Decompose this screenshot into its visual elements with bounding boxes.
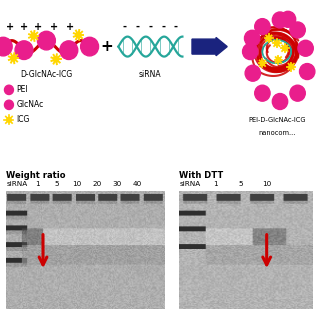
Circle shape: [255, 85, 270, 101]
Text: PEI-D-GlcNAc-ICG: PEI-D-GlcNAc-ICG: [248, 117, 306, 124]
Text: -: -: [148, 22, 152, 32]
Text: D-GlcNAc-ICG: D-GlcNAc-ICG: [20, 70, 73, 79]
Circle shape: [260, 61, 265, 66]
Text: Weight ratio: Weight ratio: [6, 171, 66, 180]
Circle shape: [31, 33, 36, 39]
Text: +: +: [66, 22, 75, 32]
Circle shape: [0, 37, 12, 56]
Circle shape: [244, 30, 260, 46]
Text: 40: 40: [132, 181, 142, 187]
Circle shape: [53, 57, 59, 62]
Text: -: -: [136, 22, 140, 32]
Text: +: +: [5, 22, 14, 32]
Text: +: +: [20, 22, 28, 32]
Text: 1: 1: [213, 181, 218, 187]
Text: With DTT: With DTT: [179, 171, 223, 180]
Text: GlcNAc: GlcNAc: [17, 100, 44, 109]
Circle shape: [290, 22, 305, 38]
Circle shape: [272, 12, 288, 28]
Text: nanocom...: nanocom...: [258, 130, 295, 136]
Circle shape: [4, 85, 13, 94]
Text: +: +: [34, 22, 43, 32]
Text: -: -: [174, 22, 178, 32]
Circle shape: [276, 58, 281, 62]
Text: 5: 5: [55, 181, 60, 187]
Text: 20: 20: [92, 181, 102, 187]
Circle shape: [76, 32, 81, 38]
Text: 10: 10: [262, 181, 271, 187]
Text: 5: 5: [239, 181, 244, 187]
Circle shape: [15, 41, 33, 60]
Text: -: -: [161, 22, 165, 32]
Circle shape: [81, 37, 99, 56]
Text: 30: 30: [112, 181, 122, 187]
Circle shape: [60, 41, 78, 60]
Circle shape: [245, 65, 260, 81]
Text: -: -: [123, 22, 127, 32]
Text: ICG: ICG: [17, 115, 30, 124]
Circle shape: [289, 64, 293, 69]
Circle shape: [7, 117, 11, 122]
FancyArrow shape: [192, 37, 227, 56]
Text: siRNA: siRNA: [139, 70, 162, 79]
Circle shape: [280, 11, 296, 27]
Circle shape: [267, 36, 271, 41]
Circle shape: [300, 64, 315, 80]
Text: +: +: [101, 39, 114, 54]
Circle shape: [290, 85, 305, 101]
Circle shape: [275, 41, 279, 45]
Circle shape: [243, 44, 258, 60]
Circle shape: [255, 19, 270, 35]
Text: 10: 10: [73, 181, 82, 187]
Text: +: +: [50, 22, 59, 32]
Text: siRNA: siRNA: [179, 181, 200, 187]
Circle shape: [298, 40, 313, 56]
Circle shape: [272, 93, 288, 109]
Text: PEI: PEI: [17, 85, 28, 94]
Text: 1: 1: [35, 181, 39, 187]
Circle shape: [11, 56, 16, 61]
Circle shape: [283, 46, 287, 51]
Circle shape: [4, 100, 13, 109]
Circle shape: [37, 31, 55, 50]
Text: siRNA: siRNA: [6, 181, 28, 187]
